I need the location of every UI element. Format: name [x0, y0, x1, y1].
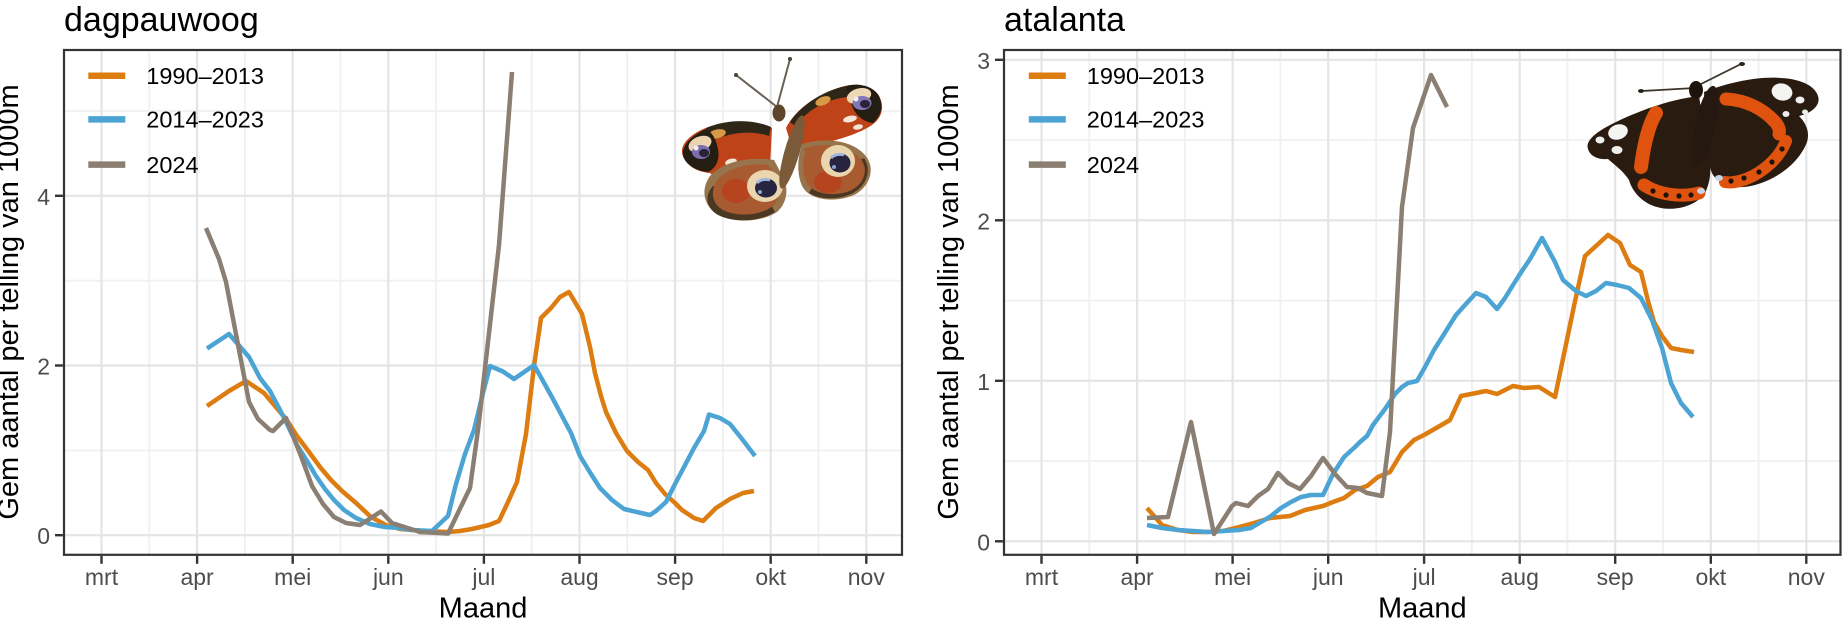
svg-text:1990–2013: 1990–2013 — [146, 63, 264, 89]
svg-text:okt: okt — [755, 564, 786, 590]
svg-text:aug: aug — [1501, 564, 1539, 590]
svg-text:2: 2 — [977, 208, 990, 234]
svg-text:jun: jun — [1312, 564, 1344, 590]
svg-text:Maand: Maand — [1378, 593, 1467, 622]
svg-text:2014–2023: 2014–2023 — [1087, 107, 1205, 133]
svg-text:apr: apr — [180, 564, 214, 590]
svg-text:nov: nov — [848, 564, 886, 590]
svg-text:2024: 2024 — [146, 152, 198, 178]
svg-text:mei: mei — [274, 564, 311, 590]
svg-text:0: 0 — [37, 523, 50, 549]
svg-text:Maand: Maand — [439, 593, 528, 622]
svg-text:sep: sep — [657, 564, 694, 590]
svg-text:dagpauwoog: dagpauwoog — [64, 1, 259, 39]
svg-text:jun: jun — [372, 564, 404, 590]
svg-text:okt: okt — [1695, 564, 1726, 590]
svg-text:nov: nov — [1788, 564, 1826, 590]
svg-text:Gem aantal per telling van 100: Gem aantal per telling van 1000m — [933, 84, 965, 519]
svg-text:jul: jul — [1412, 564, 1436, 590]
svg-text:atalanta: atalanta — [1004, 1, 1125, 39]
svg-text:2024: 2024 — [1087, 152, 1139, 178]
svg-text:2014–2023: 2014–2023 — [146, 107, 264, 133]
svg-text:aug: aug — [560, 564, 598, 590]
svg-text:Gem aantal per telling van 100: Gem aantal per telling van 1000m — [0, 84, 25, 519]
svg-text:mei: mei — [1214, 564, 1251, 590]
svg-text:sep: sep — [1597, 564, 1634, 590]
svg-text:1: 1 — [977, 369, 990, 395]
svg-text:apr: apr — [1120, 564, 1154, 590]
svg-text:mrt: mrt — [85, 564, 119, 590]
svg-text:3: 3 — [977, 48, 990, 74]
svg-text:2: 2 — [37, 354, 50, 380]
svg-text:4: 4 — [37, 184, 50, 210]
svg-text:0: 0 — [977, 529, 990, 555]
svg-text:jul: jul — [471, 564, 495, 590]
svg-text:mrt: mrt — [1025, 564, 1059, 590]
svg-text:1990–2013: 1990–2013 — [1087, 63, 1205, 89]
